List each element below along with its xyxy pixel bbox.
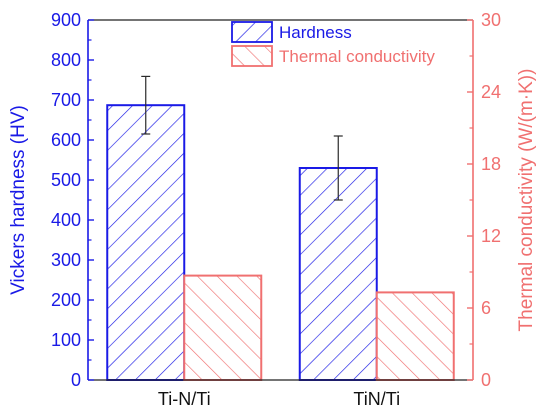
left-tick-label: 500 (51, 170, 81, 190)
legend-swatch-thermal-conductivity (231, 45, 273, 67)
left-tick-label: 400 (51, 210, 81, 230)
legend-label-hardness: Hardness (279, 23, 352, 42)
legend-swatch-hardness (231, 21, 273, 43)
left-tick-label: 100 (51, 330, 81, 350)
thermal-conductivity-bar (183, 274, 263, 382)
hardness-bar (106, 104, 186, 381)
right-tick-label: 30 (481, 10, 501, 30)
hardness-bar (298, 167, 378, 381)
left-tick-label: 800 (51, 50, 81, 70)
x-tick-label: TiN/Ti (353, 389, 400, 409)
axes-layer: Ti-N/Ti TiN/Ti010020030040050060070080090… (8, 10, 537, 409)
left-tick-label: 300 (51, 250, 81, 270)
bars-layer (106, 75, 455, 382)
left-tick-label: 200 (51, 290, 81, 310)
x-tick-label: Ti-N/Ti (158, 389, 211, 409)
legend: Hardness Thermal conductivity (231, 21, 435, 67)
right-tick-label: 24 (481, 82, 501, 102)
thermal-conductivity-bar (375, 291, 455, 381)
left-axis-title: Vickers hardness (HV) (8, 105, 29, 295)
right-tick-label: 0 (481, 370, 491, 390)
right-tick-label: 12 (481, 226, 501, 246)
left-tick-label: 900 (51, 10, 81, 30)
right-axis-title: Thermal conductivity (W/(m·K)) (516, 69, 537, 332)
left-tick-label: 600 (51, 130, 81, 150)
right-tick-label: 6 (481, 298, 491, 318)
left-tick-label: 700 (51, 90, 81, 110)
legend-label-thermal-conductivity: Thermal conductivity (279, 47, 435, 66)
left-tick-label: 0 (71, 370, 81, 390)
right-tick-label: 18 (481, 154, 501, 174)
